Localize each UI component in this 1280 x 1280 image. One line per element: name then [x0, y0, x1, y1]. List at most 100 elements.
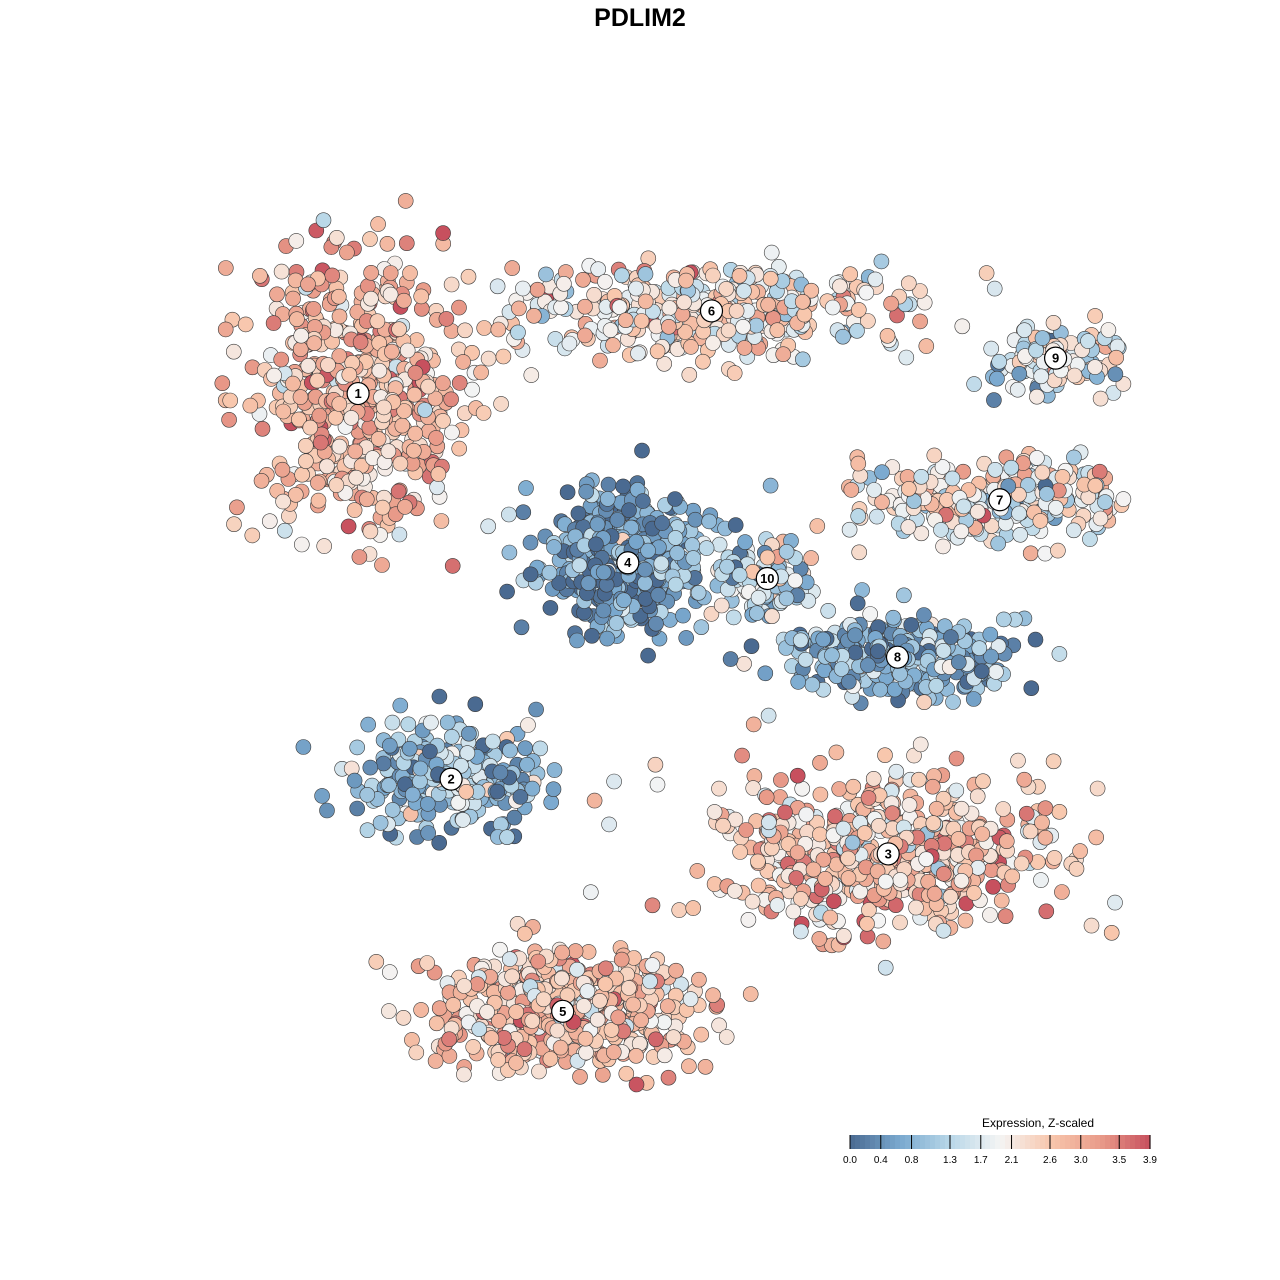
colorbar-segment [970, 1135, 976, 1149]
cell-point [983, 648, 999, 665]
cell-point [465, 1039, 482, 1055]
colorbar-tick-label: 0.4 [874, 1155, 888, 1166]
cell-point [606, 773, 622, 790]
cell-point [675, 607, 691, 624]
cell-point [916, 607, 932, 623]
cell-point [926, 885, 943, 902]
cell-point [982, 626, 999, 643]
cell-point [790, 674, 807, 690]
cluster-label-text: 5 [559, 1004, 566, 1019]
cell-point [991, 353, 1008, 370]
cluster-label-1: 1 [346, 381, 370, 406]
cell-point [501, 506, 517, 523]
cell-point [705, 987, 721, 1004]
cell-point [698, 540, 715, 556]
cell-point [541, 564, 558, 581]
cell-point [803, 550, 819, 566]
colorbar-legend: Expression, Z-scaled 0.0 0.4 0.8 1.3 1.7 2.1 2… [843, 1116, 1157, 1166]
cell-point [396, 403, 413, 419]
cell-point [653, 555, 670, 572]
cell-point [556, 275, 572, 292]
cluster-label-circle [699, 299, 724, 323]
cell-point [883, 295, 899, 312]
cell-point [542, 600, 559, 616]
cell-point [788, 870, 805, 886]
cell-point [1045, 753, 1062, 770]
cell-point [611, 299, 628, 316]
cluster-label-circle [551, 999, 575, 1023]
cell-point [597, 976, 614, 992]
cell-point [835, 328, 851, 345]
cell-point [444, 424, 460, 441]
cell-point [854, 582, 870, 598]
cell-point [363, 290, 379, 307]
cell-point [760, 296, 777, 313]
cell-point [359, 786, 376, 803]
cell-point [244, 527, 261, 544]
cell-point [667, 491, 683, 507]
cell-point [1012, 526, 1029, 543]
cell-point [877, 959, 894, 976]
cell-point [469, 976, 486, 992]
cell-point [460, 268, 477, 285]
cell-point [656, 1047, 673, 1064]
cell-point [900, 519, 917, 535]
cell-point [1054, 884, 1070, 900]
cell-point [617, 312, 634, 329]
cell-point [748, 605, 765, 622]
cell-point [924, 778, 941, 795]
cell-point [896, 587, 912, 604]
cell-point [856, 825, 873, 841]
cell-point [844, 834, 861, 851]
cell-point [983, 340, 1000, 357]
cell-point [769, 897, 786, 913]
cluster-label-circle [616, 551, 640, 575]
cell-point [870, 817, 887, 834]
colorbar-segment [900, 1135, 906, 1149]
cell-point [913, 468, 930, 485]
cell-point [727, 517, 744, 533]
cell-point [569, 632, 585, 649]
cell-point [1027, 631, 1044, 648]
cell-point [226, 516, 242, 533]
cell-point [572, 1069, 588, 1085]
cell-point [1011, 505, 1027, 522]
colorbar-segment [1010, 1135, 1016, 1149]
colorbar-segment [995, 1135, 1001, 1149]
cluster-label-7: 7 [988, 488, 1012, 512]
cell-point [875, 933, 892, 950]
cell-point [479, 1004, 495, 1020]
cell-point [978, 265, 995, 281]
cell-point [327, 409, 344, 426]
cell-point [379, 236, 396, 252]
cell-point [381, 777, 397, 794]
cell-point [578, 1044, 594, 1061]
cell-point [273, 263, 290, 280]
cell-point [586, 792, 603, 809]
colorbar-segment [920, 1135, 926, 1149]
cell-point [757, 665, 774, 682]
cell-point [438, 311, 455, 327]
cell-point [892, 666, 908, 682]
chart-title: PDLIM2 [594, 4, 686, 32]
cell-point [640, 542, 656, 559]
cell-point [285, 290, 301, 307]
colorbar-segment [960, 1135, 966, 1149]
cell-point [966, 885, 982, 901]
cell-point [522, 566, 539, 583]
colorbar-segment [985, 1135, 991, 1149]
cell-point [328, 230, 345, 246]
cell-point [835, 820, 852, 837]
cell-point [554, 944, 570, 961]
cell-point [815, 631, 832, 648]
cluster-label-3: 3 [876, 842, 900, 866]
colorbar-segment [1095, 1135, 1101, 1149]
cell-point [390, 483, 407, 500]
cell-point [1033, 872, 1049, 888]
colorbar-segment [1110, 1135, 1116, 1149]
cell-point [584, 627, 600, 644]
cell-point [637, 561, 653, 578]
cell-point [532, 740, 549, 757]
cell-point [877, 747, 893, 764]
